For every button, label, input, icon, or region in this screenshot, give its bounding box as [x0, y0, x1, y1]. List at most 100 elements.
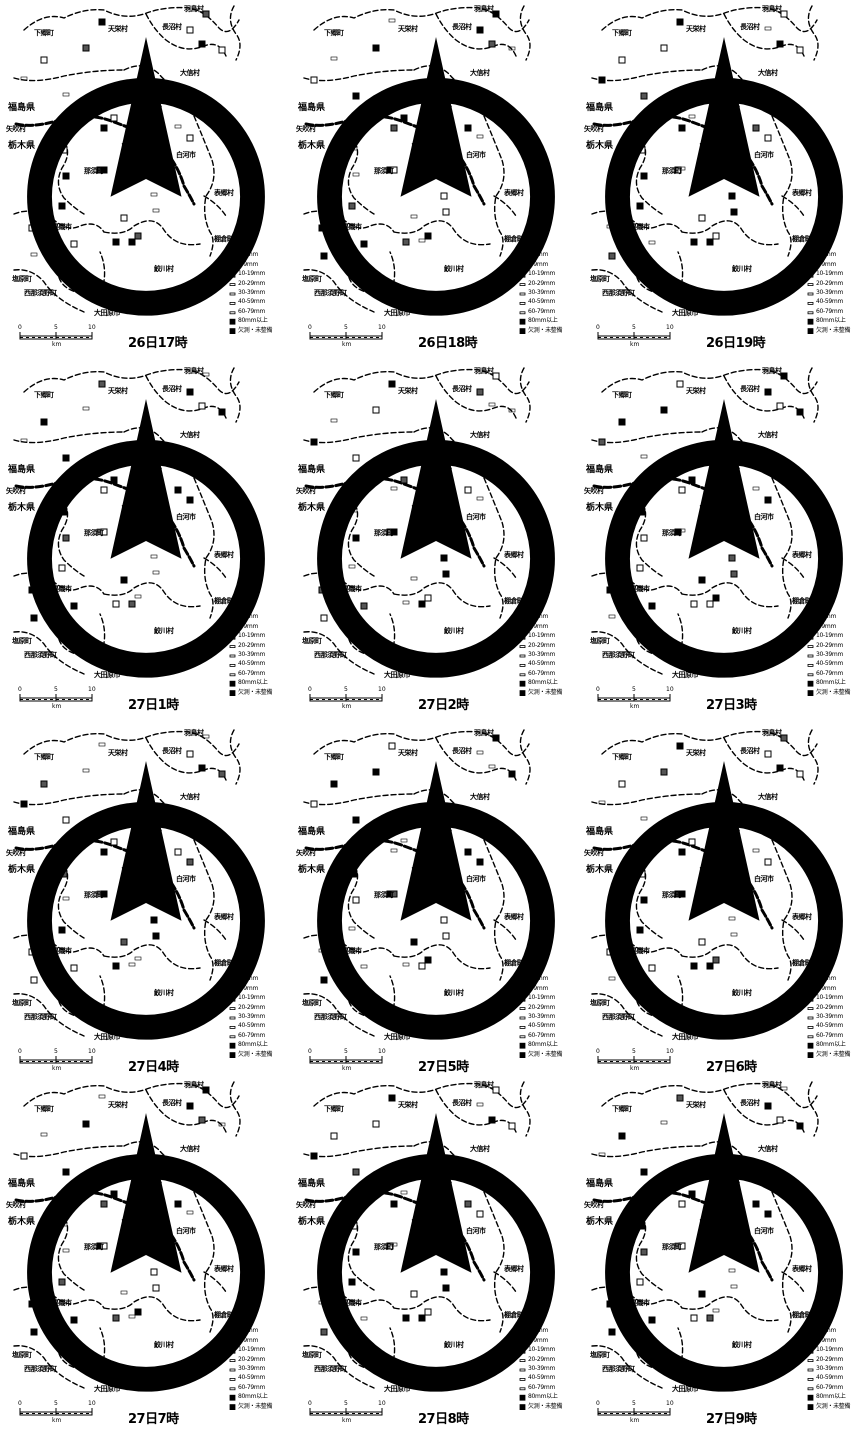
station-marker — [310, 76, 318, 84]
station-marker — [320, 1328, 328, 1336]
station-marker — [476, 858, 484, 866]
scale-bar — [597, 694, 671, 702]
label-tenei: 天栄村 — [686, 1101, 706, 1109]
label-hatsuyama: 羽鳥村 — [474, 367, 494, 375]
legend-label: 欠測・未整備 — [238, 1402, 273, 1410]
boundary-tanagura — [203, 919, 227, 941]
label-omotego: 表郷村 — [214, 913, 234, 921]
scale-five: 5 — [344, 1400, 348, 1407]
label-nasu: 那須町 — [374, 891, 394, 899]
legend-label: 5-9mm — [816, 984, 836, 992]
station-marker — [796, 770, 804, 778]
station-marker — [100, 890, 108, 898]
scale-five: 5 — [54, 1048, 58, 1055]
scale-bar — [597, 1056, 671, 1064]
label-shimogo: 下郷町 — [324, 1105, 344, 1113]
station-marker — [688, 1190, 696, 1198]
station-marker — [678, 1200, 686, 1208]
label-tochigi: 栃木県 — [8, 865, 36, 875]
station-marker — [320, 976, 328, 984]
label-shiobara: 塩原町 — [12, 637, 32, 645]
station-marker — [690, 962, 698, 970]
label-nasu: 那須町 — [662, 529, 682, 537]
legend-label: 60-79mm — [528, 307, 556, 315]
station-marker — [388, 18, 396, 23]
label-omotego: 表郷村 — [792, 189, 812, 197]
station-marker — [40, 56, 48, 64]
label-higashi: 東村 — [504, 847, 518, 855]
station-marker — [82, 406, 90, 411]
label-fukushima: 福島県 — [298, 827, 326, 837]
scale-bar — [19, 1056, 93, 1064]
boundary-north — [23, 368, 240, 395]
station-marker — [100, 528, 108, 536]
boundary-east-upper — [807, 5, 819, 61]
boundary-center-1 — [435, 13, 517, 57]
legend-symbol — [807, 1404, 814, 1411]
legend-label: 20-29mm — [528, 1003, 556, 1011]
label-shimogo: 下郷町 — [612, 29, 632, 37]
label-tochigi: 栃木県 — [298, 141, 326, 151]
station-marker — [730, 1284, 738, 1289]
station-marker — [508, 770, 516, 778]
label-tomogawa: 鮫川村 — [444, 265, 464, 273]
legend-symbol — [519, 283, 526, 287]
legend-symbol — [807, 1007, 814, 1011]
boundary-east-mid — [483, 115, 505, 257]
scale-zero: 0 — [596, 1048, 600, 1055]
station-marker — [150, 916, 158, 924]
station-marker — [198, 764, 206, 772]
map-panel-6: 下郷町 天栄村 羽鳥村 長沼村 大信村 福島県 西郷村 東村 矢吹村 栃木県 白… — [582, 362, 866, 720]
station-marker — [390, 124, 398, 132]
legend-label: 10-19mm — [816, 270, 844, 278]
scale-ten: 10 — [88, 686, 96, 693]
legend-label: 0mm — [238, 1318, 253, 1325]
label-nishigo: 西郷村 — [142, 105, 162, 113]
boundary-south-3 — [681, 1296, 779, 1322]
station-marker — [320, 614, 328, 622]
boundary-center-1 — [145, 13, 227, 57]
legend-label: 1-4mm — [816, 251, 836, 259]
station-marker — [20, 800, 28, 808]
legend-symbol — [519, 673, 526, 677]
label-kuroiso: 黒磯市 — [52, 223, 72, 231]
legend-symbol — [807, 673, 814, 677]
legend-label: 欠測・未整備 — [528, 688, 563, 696]
station-marker — [728, 1268, 736, 1273]
legend-label: 60-79mm — [528, 1383, 556, 1391]
label-kuroiso: 黒磯市 — [342, 1299, 362, 1307]
legend-label: 1-4mm — [528, 613, 548, 621]
station-marker — [400, 114, 408, 122]
legend-symbol — [519, 663, 526, 667]
boundary-center-1 — [435, 737, 517, 781]
boundary-south-5 — [13, 631, 85, 675]
scale-ten: 10 — [378, 1400, 386, 1407]
label-tenei: 天栄村 — [108, 387, 128, 395]
station-marker — [706, 962, 714, 970]
station-marker — [780, 372, 788, 380]
station-marker — [150, 192, 158, 197]
station-marker — [128, 1314, 136, 1319]
scale-zero: 0 — [596, 1400, 600, 1407]
legend-label: 30-39mm — [528, 289, 556, 296]
legend-label: 0mm — [816, 604, 831, 611]
legend-label: 5-9mm — [816, 1336, 836, 1344]
station-marker — [360, 240, 368, 248]
legend-symbol — [229, 1377, 236, 1381]
legend-label: 30-39mm — [238, 1013, 266, 1020]
label-higashi: 東村 — [792, 847, 806, 855]
legend-label: 40-59mm — [816, 1374, 844, 1382]
legend-label: 20-29mm — [816, 1003, 844, 1011]
station-marker — [352, 92, 360, 100]
legend-label: 40-59mm — [816, 1022, 844, 1030]
station-marker — [660, 44, 668, 52]
station-marker — [476, 1210, 484, 1218]
boundary-south-5 — [591, 631, 663, 675]
station-marker — [58, 926, 66, 934]
legend-symbol — [519, 1387, 526, 1391]
legend-symbol — [807, 1025, 814, 1029]
station-marker — [712, 1308, 720, 1313]
map-panel-12: 下郷町 天栄村 羽鳥村 長沼村 大信村 福島県 西郷村 東村 矢吹村 栃木県 白… — [582, 1076, 866, 1434]
legend-label: 60-79mm — [816, 1031, 844, 1039]
station-marker — [62, 92, 70, 97]
